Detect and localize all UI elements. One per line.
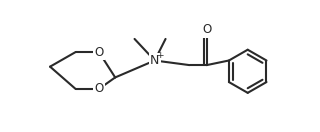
Text: O: O — [94, 82, 104, 95]
Text: +: + — [156, 51, 164, 60]
Text: O: O — [202, 23, 211, 36]
Text: N: N — [150, 54, 159, 67]
Text: O: O — [94, 46, 104, 58]
